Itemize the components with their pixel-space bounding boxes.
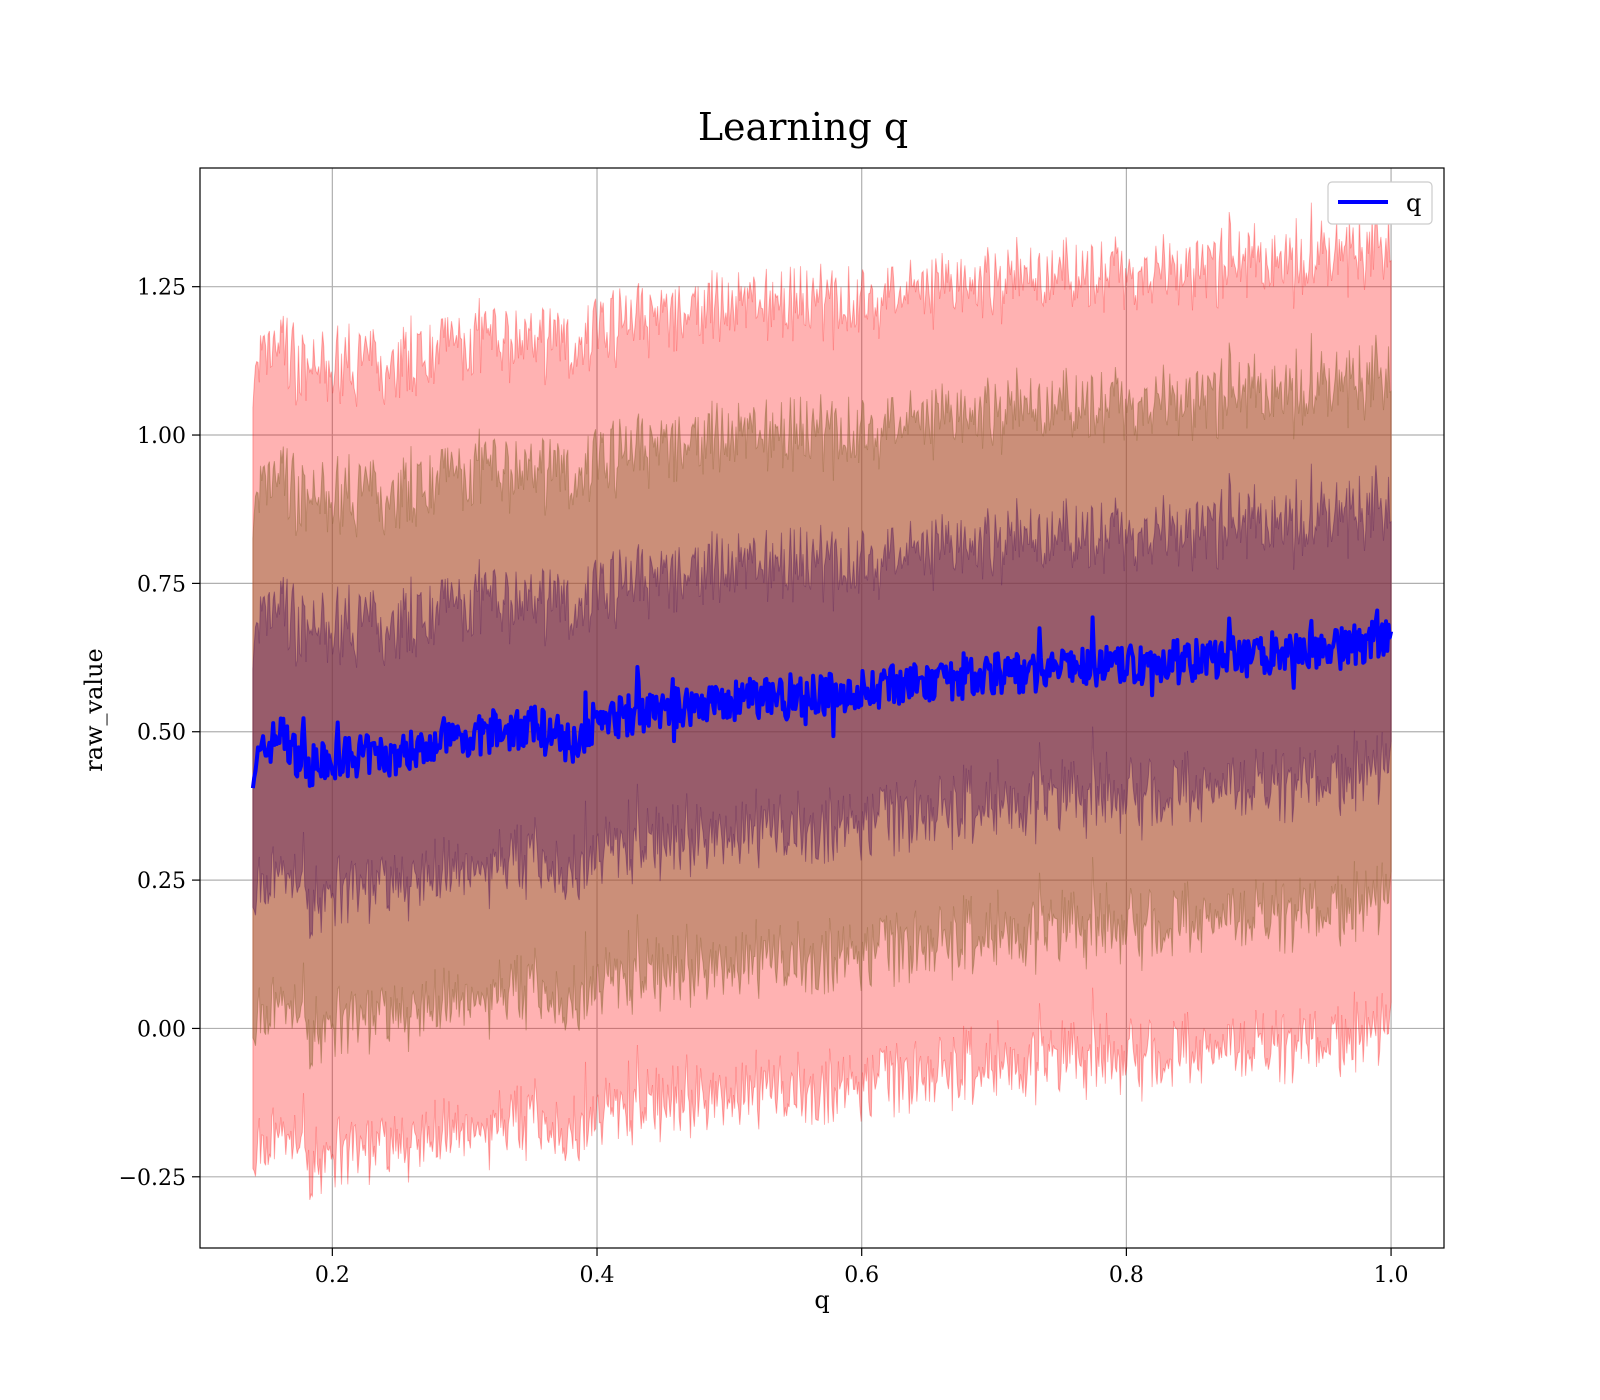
grid	[200, 168, 1444, 1248]
y-axis-label: raw_value	[80, 648, 108, 772]
y-tick-label: −0.25	[119, 1166, 186, 1191]
y-tick-label: 0.75	[137, 572, 186, 597]
y-tick-label: 0.00	[137, 1017, 186, 1042]
y-tick-label: 0.50	[137, 721, 186, 746]
x-tick-label: 0.6	[844, 1263, 879, 1288]
x-tick-label: 0.4	[580, 1263, 615, 1288]
series-lines	[250, 608, 1394, 789]
legend: q	[1327, 181, 1433, 225]
x-axis-ticks: 0.2 0.4 0.6 0.8 1.0	[315, 1248, 1409, 1288]
x-axis-label: q	[814, 1286, 829, 1314]
x-tick-label: 0.8	[1109, 1263, 1144, 1288]
y-axis-ticks: −0.25 0.00 0.25 0.50 0.75 1.00 1.25	[119, 276, 200, 1191]
chart-title: Learning q	[698, 105, 908, 149]
plot-frame	[199, 167, 1445, 1249]
y-tick-label: 1.00	[137, 424, 186, 449]
legend-label-q: q	[1406, 189, 1421, 217]
y-tick-label: 1.25	[137, 276, 186, 301]
x-tick-label: 0.2	[315, 1263, 350, 1288]
series-line-q	[250, 608, 1394, 789]
x-tick-label: 1.0	[1374, 1263, 1409, 1288]
y-tick-label: 0.25	[137, 869, 186, 894]
